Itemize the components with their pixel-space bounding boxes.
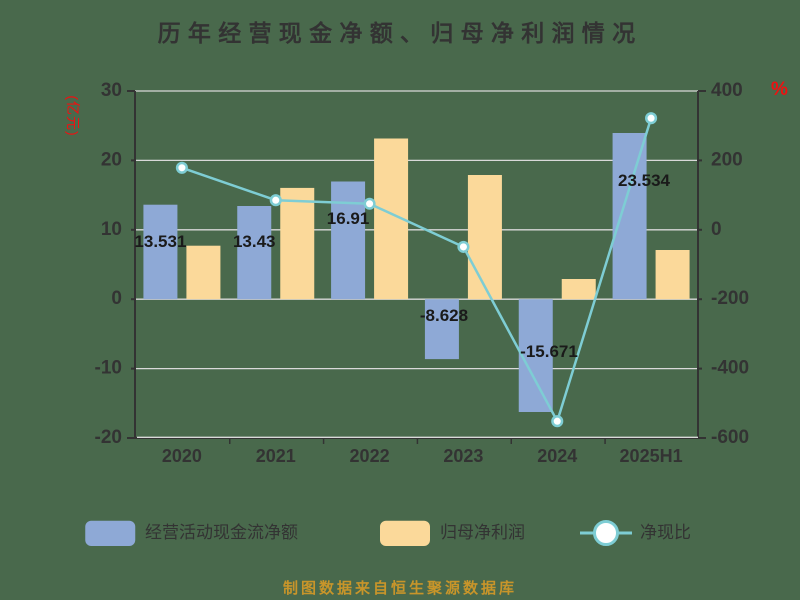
svg-text:30: 30 — [101, 80, 122, 101]
svg-text:-200: -200 — [711, 288, 749, 309]
svg-text:-20: -20 — [95, 427, 122, 448]
svg-text:0: 0 — [711, 219, 722, 240]
svg-text:2023: 2023 — [443, 446, 483, 466]
svg-text:-15.671: -15.671 — [520, 342, 578, 361]
svg-text:13.43: 13.43 — [233, 232, 276, 251]
svg-text:2025H1: 2025H1 — [620, 446, 683, 466]
svg-text:2022: 2022 — [350, 446, 390, 466]
svg-text:400: 400 — [711, 80, 743, 101]
svg-text:2021: 2021 — [256, 446, 296, 466]
svg-text:10: 10 — [101, 219, 122, 240]
svg-text:0: 0 — [111, 288, 122, 309]
svg-text:归母净利润: 归母净利润 — [440, 523, 525, 542]
svg-text:20: 20 — [101, 149, 122, 170]
svg-text:-10: -10 — [95, 358, 122, 379]
svg-text:16.91: 16.91 — [327, 209, 370, 228]
svg-text:23.534: 23.534 — [618, 171, 671, 190]
svg-text:2024: 2024 — [537, 446, 577, 466]
svg-text:-8.628: -8.628 — [420, 306, 468, 325]
svg-text:净现比: 净现比 — [640, 523, 691, 542]
svg-text:经营活动现金流净额: 经营活动现金流净额 — [145, 523, 298, 542]
svg-text:13.531: 13.531 — [134, 232, 186, 251]
svg-text:-600: -600 — [711, 427, 749, 448]
svg-text:200: 200 — [711, 149, 743, 170]
svg-text:-400: -400 — [711, 358, 749, 379]
svg-text:2020: 2020 — [162, 446, 202, 466]
